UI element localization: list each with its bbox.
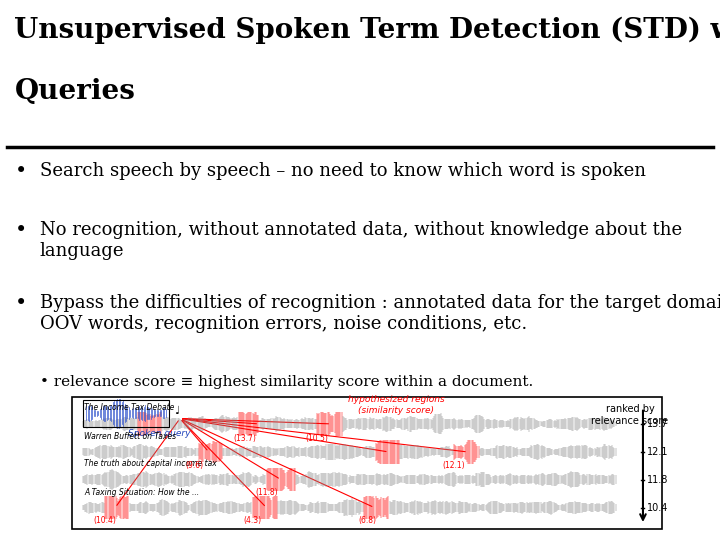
Text: (10.4): (10.4) xyxy=(93,516,116,525)
Text: 10.4: 10.4 xyxy=(647,503,669,512)
Text: The Income Tax Debate: The Income Tax Debate xyxy=(84,403,175,412)
Text: (6.8): (6.8) xyxy=(359,516,376,525)
Text: A Taxing Situation: How the ...: A Taxing Situation: How the ... xyxy=(84,488,199,497)
Text: No recognition, without annotated data, without knowledge about the
language: No recognition, without annotated data, … xyxy=(40,221,682,260)
Text: 11.8: 11.8 xyxy=(647,475,669,484)
Text: (4.3): (4.3) xyxy=(243,516,261,525)
Text: Warren Buffett on Taxes: Warren Buffett on Taxes xyxy=(84,432,176,441)
Text: hypothesized regions
(similarity score): hypothesized regions (similarity score) xyxy=(348,395,444,415)
Text: (13.7): (13.7) xyxy=(233,434,256,443)
Text: 12.1: 12.1 xyxy=(647,447,669,457)
Text: 13.7: 13.7 xyxy=(647,419,669,429)
Text: ♩: ♩ xyxy=(174,406,179,416)
FancyBboxPatch shape xyxy=(72,397,662,529)
Text: (9.6): (9.6) xyxy=(185,461,204,470)
Text: ranked by
relevance score: ranked by relevance score xyxy=(591,404,669,426)
Text: Queries: Queries xyxy=(14,78,135,105)
Text: (10.5): (10.5) xyxy=(305,434,328,443)
Text: • relevance score ≡ highest similarity score within a document.: • relevance score ≡ highest similarity s… xyxy=(40,375,533,389)
Text: •: • xyxy=(14,221,27,240)
Text: Unsupervised Spoken Term Detection (STD) with Spoken: Unsupervised Spoken Term Detection (STD)… xyxy=(14,16,720,44)
Text: The truth about capital income tax: The truth about capital income tax xyxy=(84,459,217,468)
Text: Spoken query: Spoken query xyxy=(128,429,191,438)
Text: •: • xyxy=(14,162,27,181)
Text: (12.1): (12.1) xyxy=(442,461,465,470)
Text: •: • xyxy=(14,294,27,313)
Text: (11.8): (11.8) xyxy=(255,488,278,497)
Text: Search speech by speech – no need to know which word is spoken: Search speech by speech – no need to kno… xyxy=(40,162,646,180)
Text: Bypass the difficulties of recognition : annotated data for the target domain,
O: Bypass the difficulties of recognition :… xyxy=(40,294,720,333)
